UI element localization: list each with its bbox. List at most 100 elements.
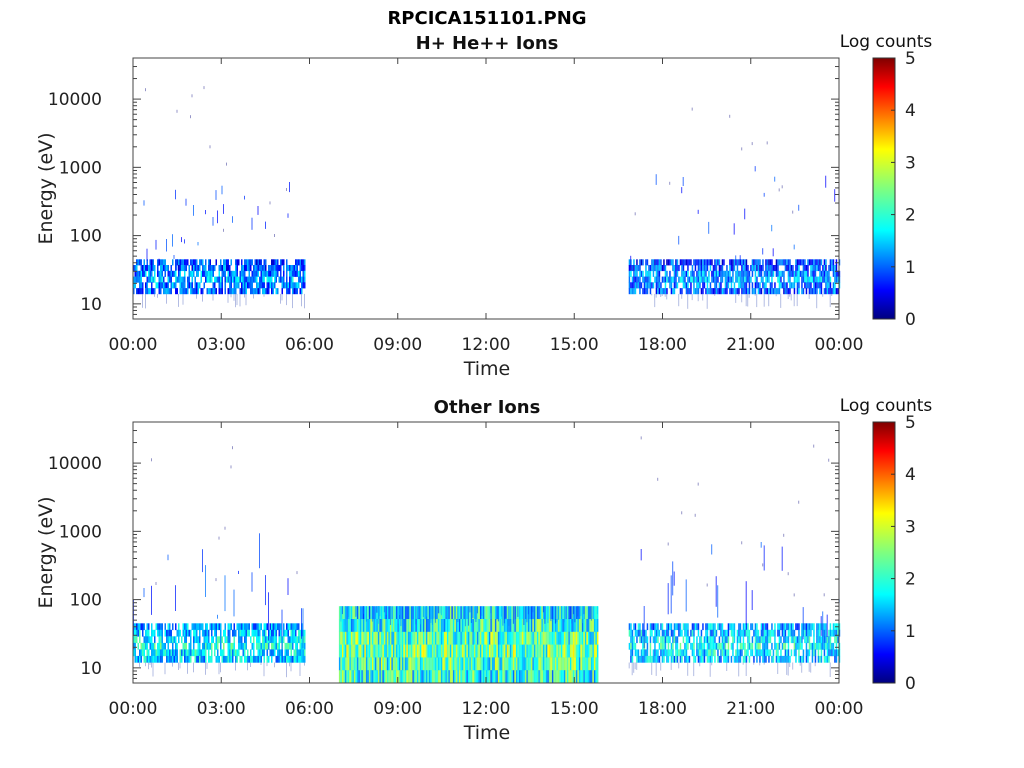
spectrogram-cell: [669, 270, 671, 277]
spectrogram-cell: [295, 655, 297, 663]
spectrogram-cell: [589, 631, 591, 645]
spectrogram-cell: [649, 276, 652, 283]
spectrogram-cell: [340, 670, 342, 684]
spectrogram-cell: [223, 649, 225, 657]
spectrogram-cell: [241, 270, 243, 277]
spectrogram-cell: [553, 657, 555, 671]
spectrogram-cell: [133, 636, 135, 644]
spectrogram-cell: [380, 670, 383, 684]
spectrogram-cell: [367, 631, 369, 645]
spectrogram-cell: [578, 619, 581, 633]
spectrogram-cell: [673, 636, 676, 644]
spectrogram-cell: [389, 644, 392, 658]
spectrogram-cell: [472, 619, 474, 633]
sparse-count: [340, 606, 342, 622]
spectrogram-cell: [593, 619, 596, 633]
spectrogram-cell: [553, 619, 555, 633]
spectrogram-cell: [473, 631, 476, 645]
spectrogram-cell: [748, 282, 751, 289]
spectrogram-cell: [715, 629, 718, 637]
spectrogram-cell: [347, 631, 350, 645]
spectrogram-cell: [696, 288, 698, 295]
sparse-count: [729, 114, 731, 118]
sparse-count: [798, 500, 800, 504]
spectrogram-cell: [353, 657, 356, 671]
spectrogram-cell: [232, 276, 234, 283]
spectrogram-cell: [356, 619, 359, 633]
spectrogram-cell: [140, 282, 142, 289]
sparse-count: [831, 293, 833, 296]
spectrogram-cell: [151, 629, 153, 637]
spectrogram-cell: [649, 265, 652, 272]
spectrogram-cell: [771, 642, 773, 650]
sparse-count: [434, 606, 436, 623]
spectrogram-cell: [353, 619, 356, 633]
sparse-count: [628, 662, 630, 669]
spectrogram-cell: [825, 282, 827, 289]
spectrogram-cell: [732, 265, 734, 272]
spectrogram-cell: [593, 670, 596, 684]
spectrogram-cell: [461, 670, 464, 684]
spectrogram-cell: [544, 657, 546, 671]
spectrogram-cell: [292, 623, 294, 631]
spectrogram-cell: [457, 619, 459, 633]
spectrogram-cell: [581, 670, 584, 684]
spectrogram-cell: [422, 644, 425, 658]
spectrogram-cell: [257, 265, 259, 272]
spectrogram-cell: [637, 649, 640, 657]
spectrogram-cell: [630, 623, 632, 631]
spectrogram-cell: [187, 649, 189, 657]
spectrogram-cell: [185, 259, 187, 266]
spectrogram-cell: [487, 670, 489, 684]
spectrogram-cell: [645, 276, 647, 283]
spectrogram-cell: [212, 265, 214, 272]
spectrogram-cell: [262, 649, 264, 657]
spectrogram-cell: [289, 276, 291, 283]
spectrogram-cell: [772, 265, 775, 272]
sparse-count: [572, 606, 574, 615]
spectrogram-cell: [787, 655, 790, 663]
spectrogram-cell: [532, 644, 534, 658]
y-tick-label: 10: [80, 659, 102, 679]
spectrogram-cell: [726, 265, 728, 272]
spectrogram-cell: [245, 282, 247, 289]
spectrogram-cell: [816, 642, 818, 650]
spectrogram-cell: [461, 631, 464, 645]
spectrogram-cell: [275, 270, 277, 277]
spectrogram-cell: [343, 606, 345, 620]
spectrogram-cell: [235, 259, 237, 266]
spectrogram-cell: [708, 636, 710, 644]
spectrogram-cell: [259, 259, 261, 266]
spectrogram-cell: [802, 276, 805, 283]
spectrogram-cell: [729, 623, 731, 631]
spectrogram-cell: [657, 276, 659, 283]
spectrogram-cell: [651, 655, 653, 663]
spectrogram-cell: [682, 623, 685, 631]
spectrogram-cell: [813, 649, 815, 657]
spectrogram-cell: [508, 631, 510, 645]
spectrogram-cell: [729, 276, 731, 283]
sparse-count: [560, 606, 562, 619]
spectrogram-cell: [478, 619, 480, 633]
spectrogram-cell: [154, 649, 156, 657]
spectrogram-cell: [714, 276, 716, 283]
spectrogram-cell: [763, 629, 766, 637]
spectrogram-cell: [560, 657, 563, 671]
spectrogram-cell: [452, 657, 455, 671]
spectrogram-cell: [215, 288, 217, 295]
spectrogram-cell: [796, 270, 799, 277]
spectrogram-cell: [487, 657, 489, 671]
spectrogram-cell: [134, 265, 136, 272]
sparse-count: [287, 578, 289, 595]
spectrogram-cell: [745, 649, 748, 657]
spectrogram-cell: [808, 629, 811, 637]
spectrogram-cell: [133, 642, 135, 650]
spectrogram-cell: [798, 655, 800, 663]
spectrogram-cell: [825, 636, 827, 644]
spectrogram-cell: [253, 270, 255, 277]
spectrogram-cell: [209, 265, 211, 272]
spectrogram-cell: [511, 657, 513, 671]
spectrogram-cell: [817, 276, 820, 283]
spectrogram-cell: [718, 259, 721, 266]
spectrogram-cell: [802, 649, 805, 657]
